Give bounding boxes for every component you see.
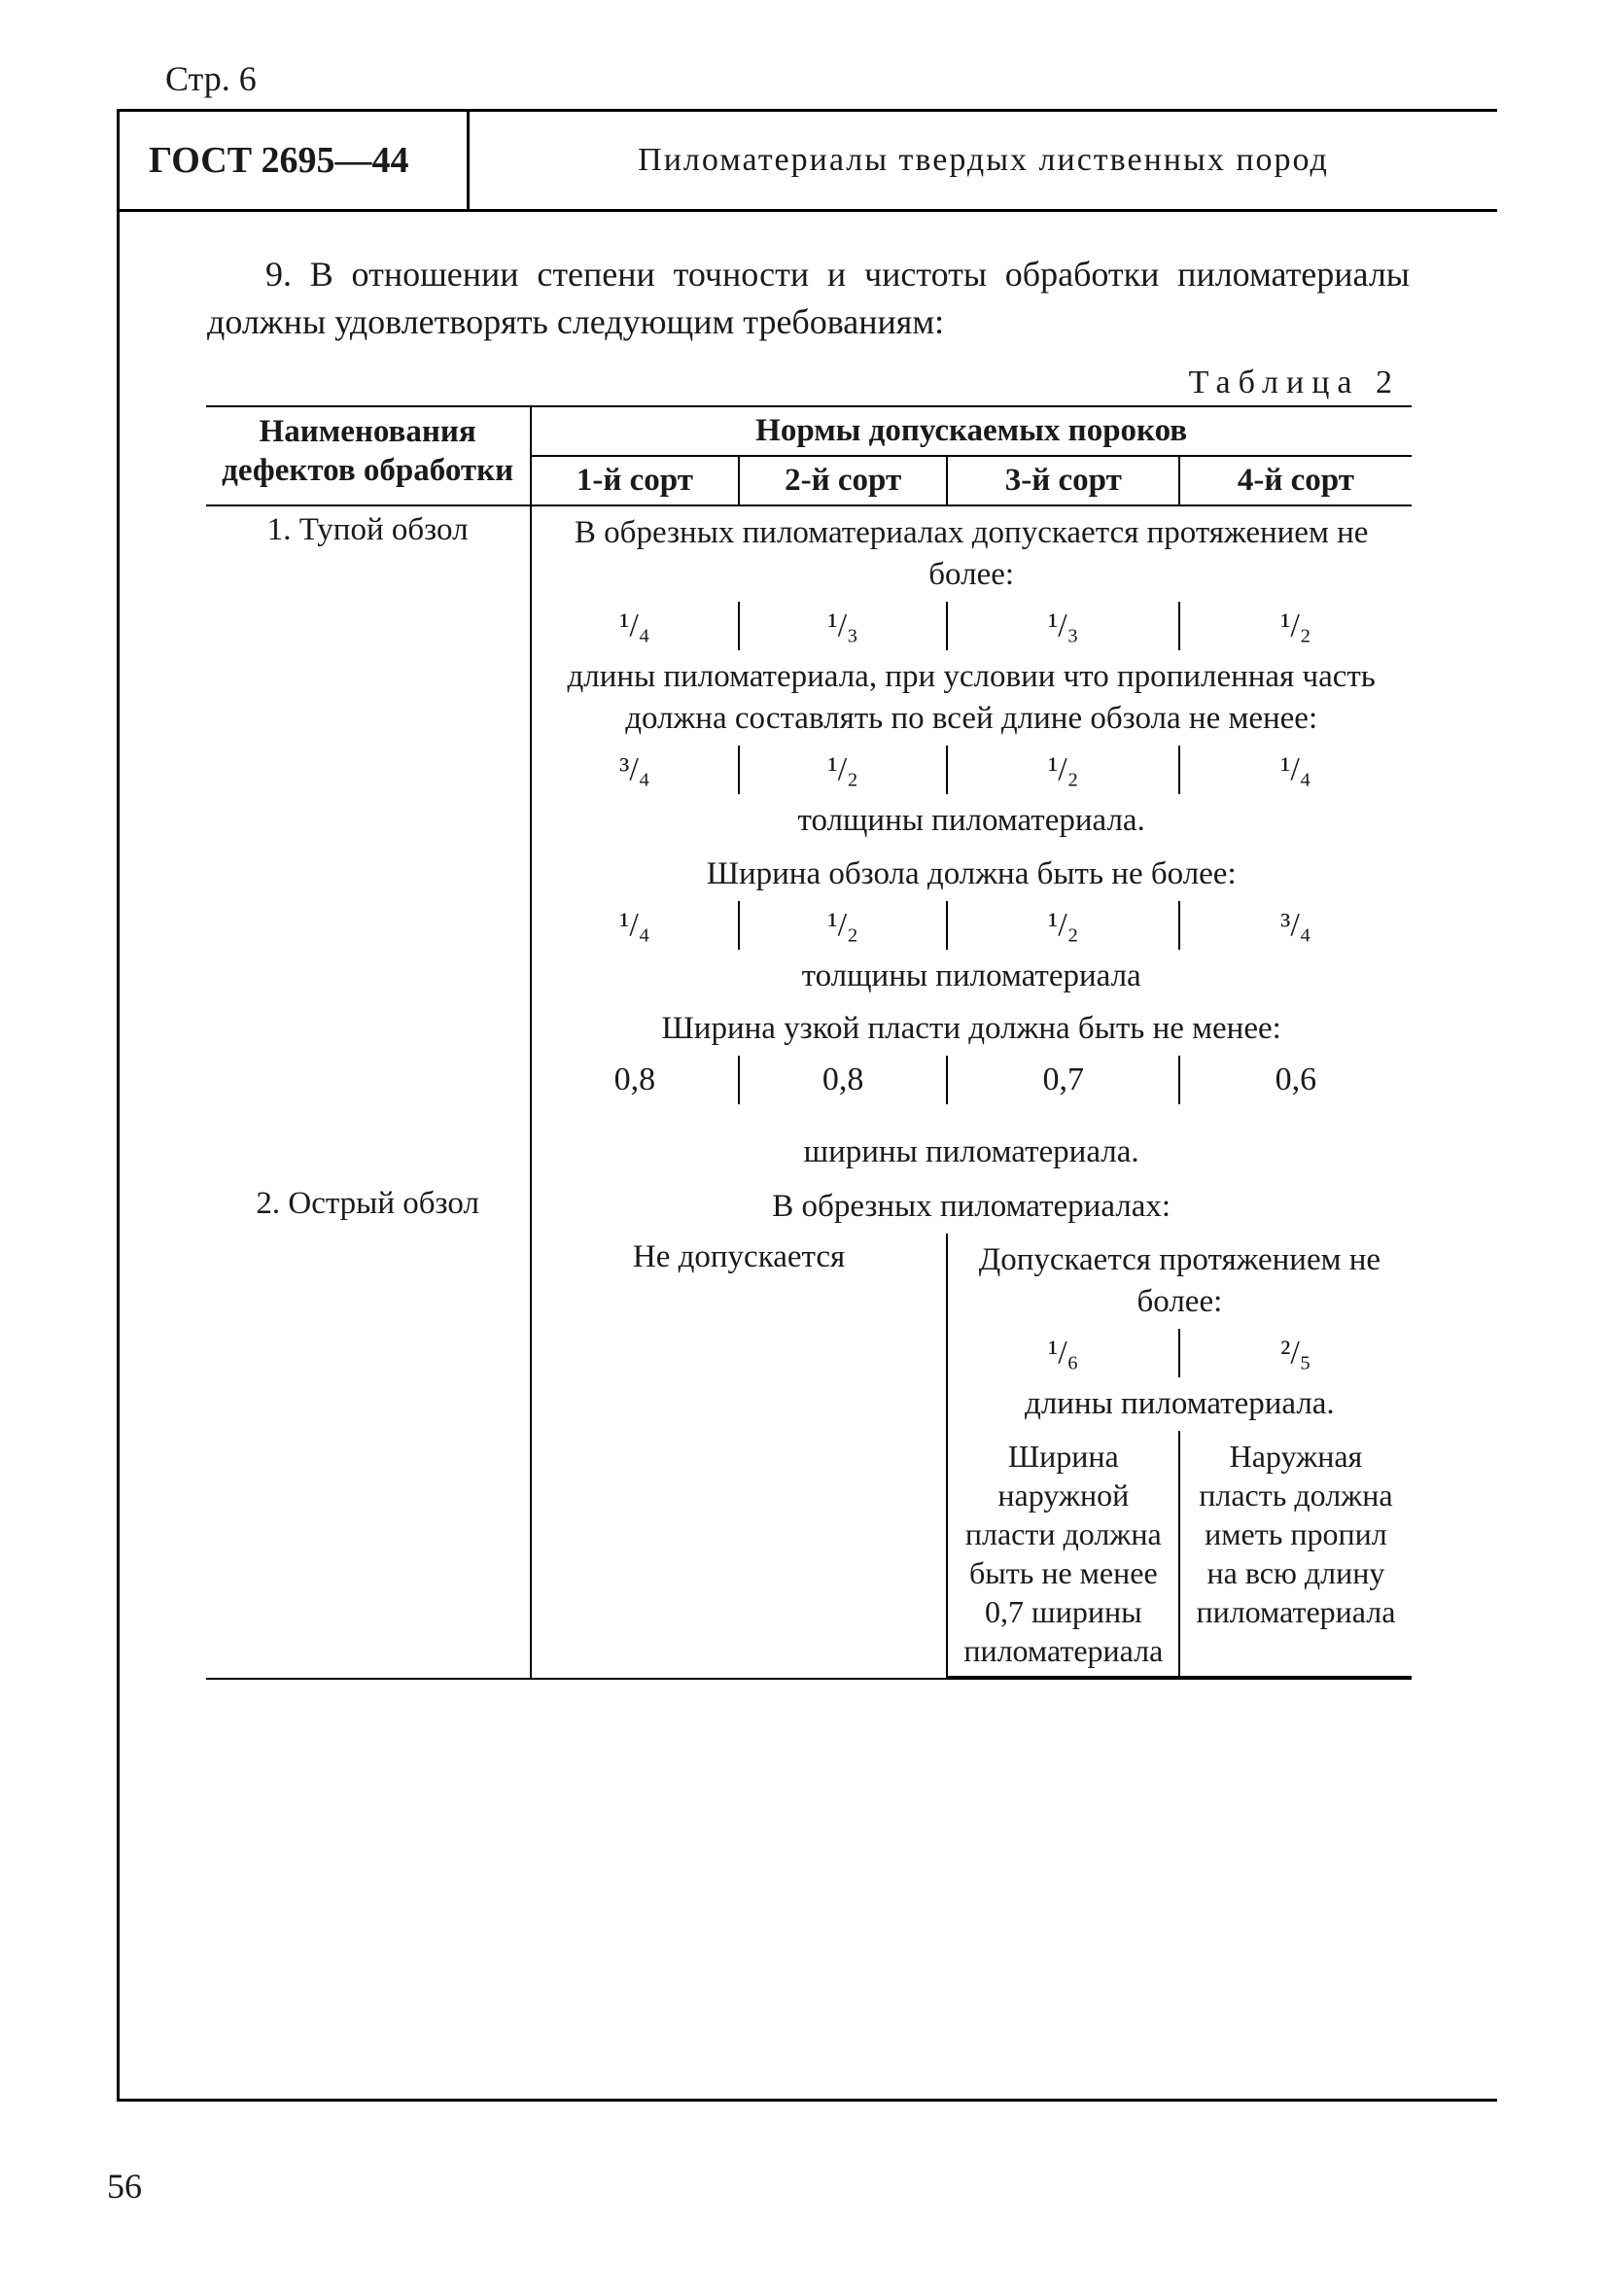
th-sort-1: 1-й сорт (531, 456, 739, 505)
row1-label: 1. Тупой обзол (206, 505, 531, 1180)
page-frame: ГОСТ 2695—44 Пиломатериалы твердых листв… (117, 109, 1497, 2102)
row1-d3: 0,7 (947, 1056, 1179, 1104)
row2-col3-text: Ширина наружной пласти должна быть не ме… (947, 1431, 1179, 1677)
row1-span-e: толщины пиломатериала (531, 950, 1412, 1003)
row1-b4: ¹/₄ (1179, 746, 1411, 794)
row1-c4: ³/₄ (1179, 901, 1411, 950)
footer-page-number: 56 (107, 2166, 142, 2207)
th-sort-2: 2-й сорт (739, 456, 947, 505)
gost-number: ГОСТ 2695—44 (120, 112, 470, 209)
row1-d1: 0,8 (531, 1056, 739, 1104)
th-sort-3: 3-й сорт (947, 456, 1179, 505)
row1-a2: ¹/₃ (739, 602, 947, 650)
th-defect-name: Наименования дефектов обработки (206, 406, 531, 505)
row1-b1: ³/₄ (531, 746, 739, 794)
row1-b3: ¹/₂ (947, 746, 1179, 794)
row2-right-text: Допускается протяжением не более: (947, 1234, 1411, 1329)
row1-span-d: Ширина обзола должна быть не более: (531, 848, 1412, 901)
row2-label: 2. Острый обзол (206, 1180, 531, 1677)
row1-a3: ¹/₃ (947, 602, 1179, 650)
row1-a4: ¹/₂ (1179, 602, 1411, 650)
row1-span-a: В обрезных пиломатериалах допускается пр… (531, 505, 1412, 602)
document-page: Стр. 6 ГОСТ 2695—44 Пиломатериалы тверды… (0, 0, 1608, 2296)
row2-rv2: ²/₅ (1179, 1329, 1411, 1377)
row2-span-a: В обрезных пиломатериалах: (531, 1180, 1412, 1234)
th-defect-name-l2: дефектов обработки (222, 453, 513, 488)
row1-c1: ¹/₄ (531, 901, 739, 950)
th-defect-name-l1: Наименования (260, 414, 476, 449)
row2-left-pair: Не допускается (531, 1234, 947, 1677)
row1-span-f: Ширина узкой пласти должна быть не менее… (531, 1002, 1412, 1056)
row1-span-b: длины пиломатериала, при условии что про… (531, 650, 1412, 746)
table-caption: Таблица 2 (120, 365, 1497, 401)
row1-d2: 0,8 (739, 1056, 947, 1104)
row1-span-g: ширины пиломатериала. (531, 1104, 1412, 1179)
row1-span-c: толщины пиломатериала. (531, 794, 1412, 848)
row1-d4: 0,6 (1179, 1056, 1411, 1104)
th-norm-title: Нормы допускаемых пороков (531, 406, 1412, 456)
gost-title: Пиломатериалы твердых лиственных пород (470, 142, 1497, 179)
top-page-label: Стр. 6 (165, 58, 1511, 99)
gost-header-bar: ГОСТ 2695—44 Пиломатериалы твердых листв… (120, 112, 1497, 212)
th-sort-4: 4-й сорт (1179, 456, 1411, 505)
row2-right-after: длины пиломатериала. (947, 1377, 1411, 1431)
paragraph-9: 9. В отношении степени точности и чистот… (120, 212, 1497, 355)
row1-b2: ¹/₂ (739, 746, 947, 794)
row1-c3: ¹/₂ (947, 901, 1179, 950)
row1-c2: ¹/₂ (739, 901, 947, 950)
defects-table: Наименования дефектов обработки Нормы до… (206, 405, 1412, 1680)
row2-col4-text: Наружная пласть должна иметь пропил на в… (1179, 1431, 1411, 1677)
row1-a1: ¹/₄ (531, 602, 739, 650)
row2-rv1: ¹/₆ (947, 1329, 1179, 1377)
